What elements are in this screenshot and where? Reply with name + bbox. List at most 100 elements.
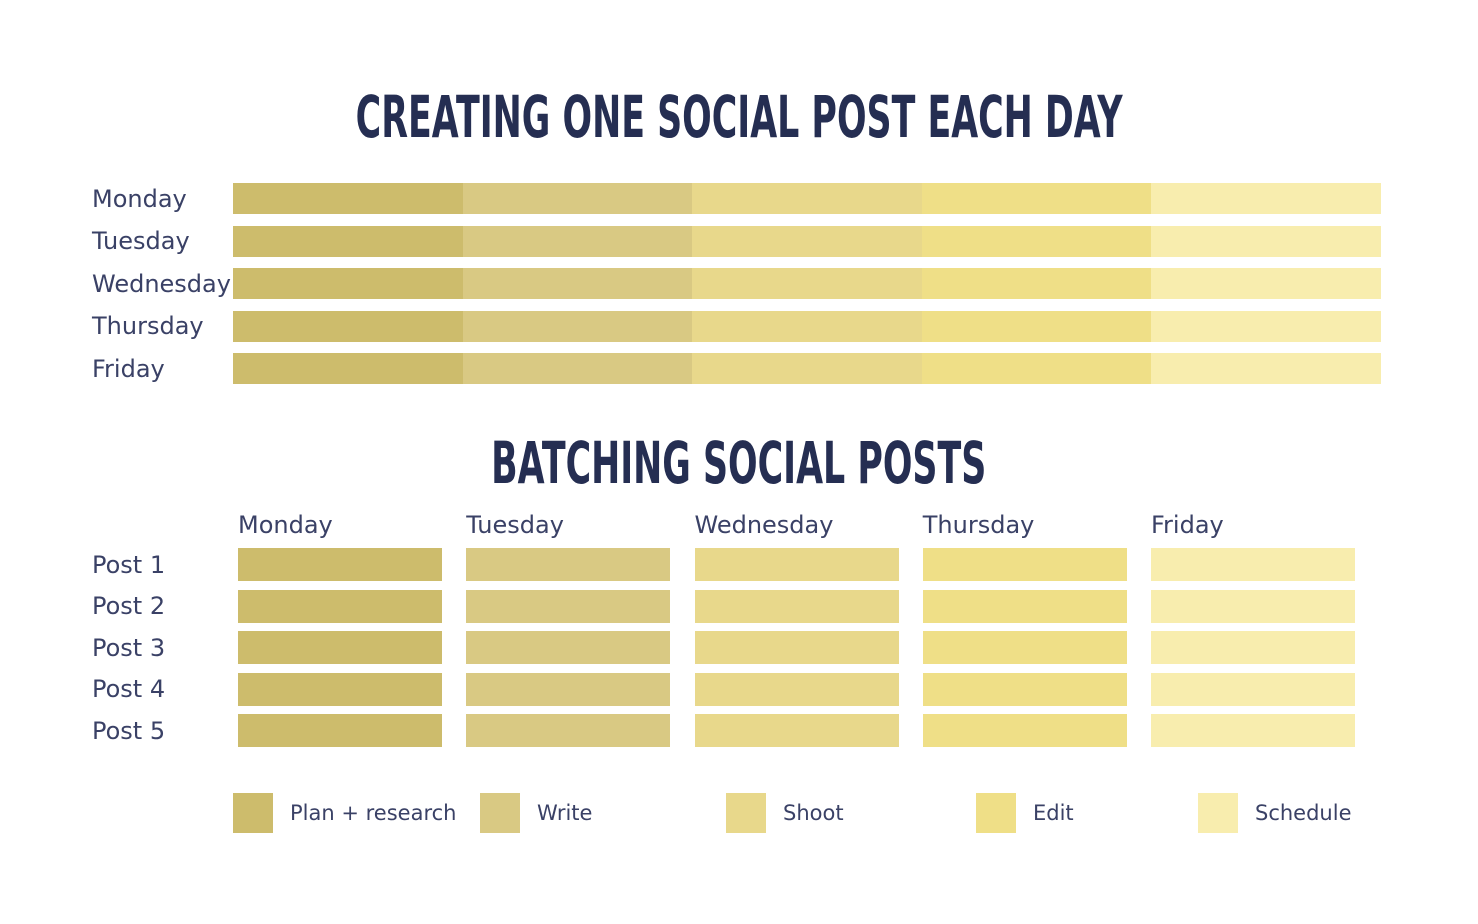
grid-cell-thursday-edit xyxy=(922,589,1127,623)
stage-segment-plan xyxy=(233,310,463,342)
batching-cells-post-5 xyxy=(238,714,1355,747)
grid-cell-friday-schedule xyxy=(1151,714,1355,747)
stage-segment-shoot xyxy=(692,225,922,257)
row-label-post-3: Post 3 xyxy=(92,633,166,662)
stacked-bar-thursday xyxy=(233,310,1381,342)
row-label-monday: Monday xyxy=(92,184,187,213)
grid-cell-wednesday-shoot xyxy=(694,714,899,747)
legend-swatch-edit xyxy=(976,793,1016,833)
stacked-bar-monday xyxy=(233,183,1381,214)
batching-row-post-2: Post 2 xyxy=(0,589,1478,623)
grid-cell-friday-schedule xyxy=(1151,672,1355,706)
stage-segment-edit xyxy=(921,268,1152,299)
grid-cell-monday-plan xyxy=(238,548,442,581)
stage-segment-schedule xyxy=(1151,268,1381,299)
chart1-row-friday: Friday xyxy=(0,353,1478,384)
stage-segment-write xyxy=(462,353,693,384)
grid-cell-thursday-edit xyxy=(922,548,1127,581)
chart1-row-monday: Monday xyxy=(0,183,1478,214)
chart2-title: BATCHING SOCIAL POSTS xyxy=(0,434,1478,492)
stage-segment-plan xyxy=(233,353,463,384)
stage-segment-schedule xyxy=(1151,353,1381,384)
stage-segment-write xyxy=(462,268,693,299)
column-header-wednesday: Wednesday xyxy=(694,511,834,539)
stage-segment-shoot xyxy=(692,310,922,342)
row-label-post-1: Post 1 xyxy=(92,550,166,579)
legend-item-write: Write xyxy=(480,793,592,833)
grid-cell-tuesday-write xyxy=(466,631,671,664)
grid-cell-thursday-edit xyxy=(922,631,1127,664)
legend-item-plan: Plan + research xyxy=(233,793,456,833)
grid-cell-tuesday-write xyxy=(466,714,671,747)
grid-cell-monday-plan xyxy=(238,631,442,664)
batching-row-post-1: Post 1 xyxy=(0,548,1478,581)
grid-cell-friday-schedule xyxy=(1151,589,1355,623)
daily-posting-chart: Monday Tuesday Wednesday xyxy=(0,183,1478,385)
column-header-tuesday: Tuesday xyxy=(466,511,564,539)
legend-label-shoot: Shoot xyxy=(783,801,844,825)
row-label-thursday: Thursday xyxy=(92,312,204,340)
chart1-title: CREATING ONE SOCIAL POST EACH DAY xyxy=(0,88,1478,146)
stage-segment-edit xyxy=(921,353,1152,384)
grid-cell-monday-plan xyxy=(238,672,442,706)
chart1-row-tuesday: Tuesday xyxy=(0,225,1478,257)
stage-segment-shoot xyxy=(692,268,922,299)
stacked-bar-tuesday xyxy=(233,225,1381,257)
grid-cell-wednesday-shoot xyxy=(694,548,899,581)
chart1-title-text: CREATING ONE SOCIAL POST EACH DAY xyxy=(355,83,1123,151)
grid-cell-tuesday-write xyxy=(466,672,671,706)
row-label-friday: Friday xyxy=(92,354,165,383)
grid-cell-wednesday-shoot xyxy=(694,631,899,664)
batching-cells-post-2 xyxy=(238,589,1355,623)
column-header-monday: Monday xyxy=(238,511,333,539)
stage-segment-plan xyxy=(233,268,463,299)
grid-cell-monday-plan xyxy=(238,714,442,747)
chart1-row-wednesday: Wednesday xyxy=(0,268,1478,299)
stage-segment-schedule xyxy=(1151,225,1381,257)
stage-segment-plan xyxy=(233,225,463,257)
grid-cell-thursday-edit xyxy=(922,672,1127,706)
stage-segment-write xyxy=(462,183,693,214)
row-label-wednesday: Wednesday xyxy=(92,269,231,298)
legend-swatch-plan xyxy=(233,793,273,833)
legend-item-shoot: Shoot xyxy=(726,793,844,833)
grid-cell-thursday-edit xyxy=(922,714,1127,747)
batching-cells-post-4 xyxy=(238,672,1355,706)
stage-segment-write xyxy=(462,310,693,342)
grid-cell-wednesday-shoot xyxy=(694,672,899,706)
batching-cells-post-3 xyxy=(238,631,1355,664)
batching-column-headers: Monday Tuesday Wednesday Thursday Friday xyxy=(238,511,1355,539)
stage-segment-edit xyxy=(921,183,1152,214)
grid-cell-tuesday-write xyxy=(466,548,671,581)
stage-segment-plan xyxy=(233,183,463,214)
stage-segment-schedule xyxy=(1151,310,1381,342)
stage-segment-shoot xyxy=(692,183,922,214)
batching-row-post-4: Post 4 xyxy=(0,672,1478,706)
legend-item-schedule: Schedule xyxy=(1198,793,1352,833)
legend-swatch-schedule xyxy=(1198,793,1238,833)
row-label-tuesday: Tuesday xyxy=(92,227,190,255)
grid-cell-wednesday-shoot xyxy=(694,589,899,623)
grid-cell-friday-schedule xyxy=(1151,631,1355,664)
chart2-title-text: BATCHING SOCIAL POSTS xyxy=(491,429,987,497)
stage-segment-schedule xyxy=(1151,183,1381,214)
row-label-post-4: Post 4 xyxy=(92,675,166,703)
legend-swatch-shoot xyxy=(726,793,766,833)
column-header-thursday: Thursday xyxy=(922,511,1035,539)
legend-label-schedule: Schedule xyxy=(1255,801,1352,825)
row-label-post-5: Post 5 xyxy=(92,716,166,745)
batching-row-post-3: Post 3 xyxy=(0,631,1478,664)
chart1-row-thursday: Thursday xyxy=(0,310,1478,342)
stacked-bar-wednesday xyxy=(233,268,1381,299)
grid-cell-monday-plan xyxy=(238,589,442,623)
stage-segment-edit xyxy=(921,310,1152,342)
legend-label-edit: Edit xyxy=(1033,801,1074,825)
batching-row-post-5: Post 5 xyxy=(0,714,1478,747)
legend-label-write: Write xyxy=(537,801,593,825)
legend-item-edit: Edit xyxy=(976,793,1074,833)
stage-segment-write xyxy=(462,225,693,257)
stage-segment-edit xyxy=(921,225,1152,257)
stacked-bar-friday xyxy=(233,353,1381,384)
stage-segment-shoot xyxy=(692,353,922,384)
